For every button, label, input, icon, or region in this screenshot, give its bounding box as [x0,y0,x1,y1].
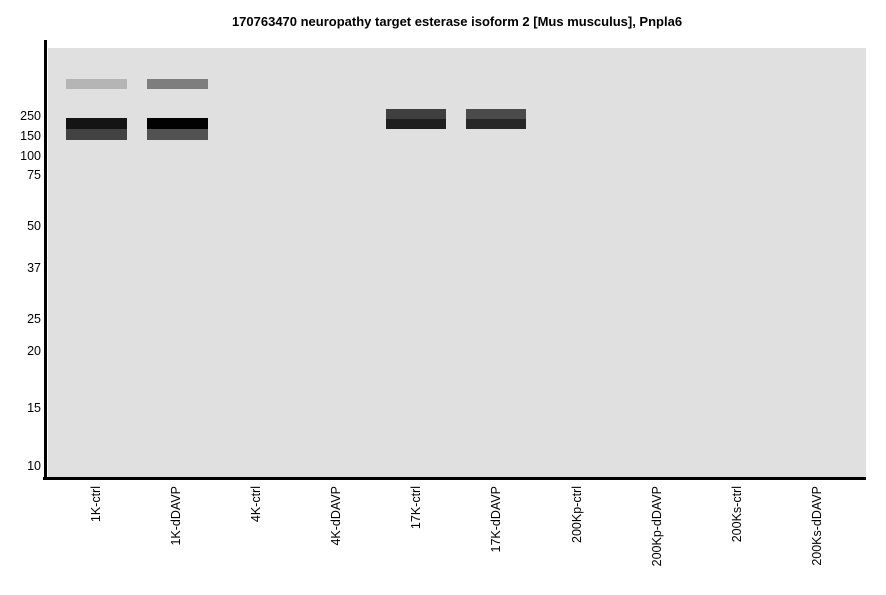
y-tick-label: 150 [20,129,41,143]
protein-band [386,109,446,129]
y-tick-label: 25 [27,312,41,326]
x-lane-label: 200Ks-ctrl [730,486,744,543]
y-tick-label: 100 [20,149,41,163]
protein-band [466,109,526,129]
y-tick-label: 50 [27,219,41,233]
x-lane-label: 4K-ctrl [249,486,263,523]
protein-band [66,79,127,89]
y-tick-label: 37 [27,261,41,275]
y-tick-label: 250 [20,109,41,123]
x-lane-label: 17K-dDAVP [489,486,503,553]
x-lane-label: 1K-ctrl [89,486,103,523]
chart-title: 170763470 neuropathy target esterase iso… [231,14,683,29]
x-axis-line [43,477,866,480]
x-lane-label: 4K-dDAVP [329,486,343,546]
y-tick-label: 75 [27,168,41,182]
x-lane-label: 17K-ctrl [409,486,423,530]
protein-band [147,118,208,140]
y-axis-line [44,40,47,480]
plot-area [48,48,866,477]
y-tick-label: 15 [27,401,41,415]
y-tick-label: 10 [27,459,41,473]
y-tick-label: 20 [27,344,41,358]
x-lane-label: 200Ks-dDAVP [810,486,824,566]
x-lane-label: 1K-dDAVP [169,486,183,546]
protein-band [147,79,208,89]
x-lane-label: 200Kp-ctrl [570,486,584,543]
protein-band [66,118,127,140]
x-lane-label: 200Kp-dDAVP [650,486,664,567]
